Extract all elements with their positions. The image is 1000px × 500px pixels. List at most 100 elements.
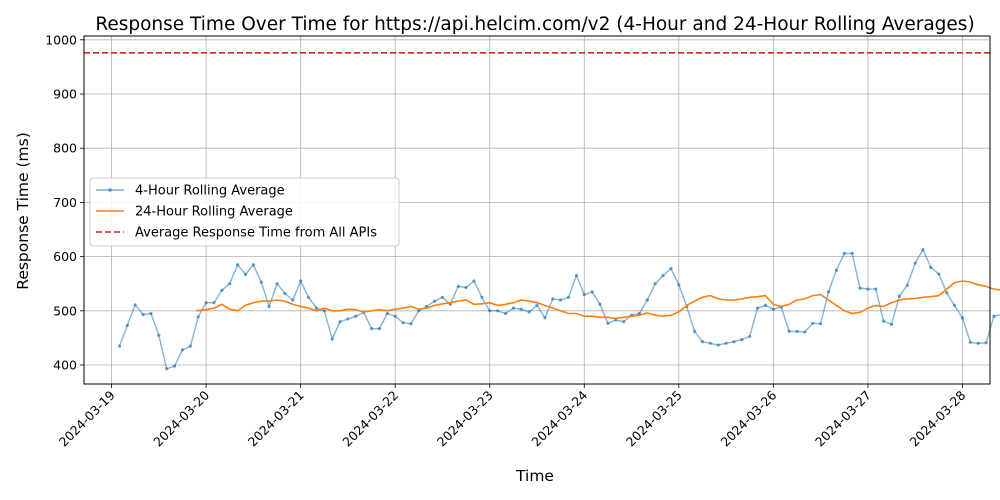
- series-4-hour-point: [220, 288, 224, 292]
- series-4-hour-point: [212, 301, 216, 305]
- series-4-hour-point: [401, 321, 405, 325]
- series-4-hour-point: [614, 318, 618, 322]
- series-4-hour-point: [464, 285, 468, 290]
- series-4-hour-point: [283, 291, 287, 296]
- legend-label: Average Response Time from All APIs: [135, 226, 377, 241]
- series-4-hour-point: [921, 248, 925, 252]
- y-axis: 400 500 600 700 800 900 1000: [45, 32, 84, 373]
- series-4-hour-point: [551, 297, 555, 301]
- series-4-hour-point: [850, 251, 854, 255]
- series-4-hour-point: [472, 279, 476, 283]
- series-4-hour-point: [787, 329, 791, 333]
- series-4-hour-point: [409, 322, 413, 326]
- x-axis: 2024-03-19 2024-03-20 2024-03-21 2024-03-22…: [56, 384, 969, 449]
- series-4-hour-point: [960, 316, 965, 320]
- x-tick-label: 2024-03-26: [717, 387, 779, 449]
- series-4-hour-point: [228, 282, 232, 286]
- series-4-hour-point: [874, 287, 878, 291]
- series-4-hour-point: [574, 274, 579, 278]
- series-4-hour-point: [377, 327, 381, 331]
- legend-marker-4-hour: [108, 188, 112, 192]
- series-4-hour-point: [503, 311, 508, 316]
- series-4-hour-point: [756, 306, 760, 310]
- series-4-hour-point: [937, 272, 941, 276]
- series-4-hour-point: [795, 329, 799, 333]
- series-4-hour-point: [929, 265, 933, 270]
- series-4-hour-point: [417, 309, 421, 313]
- series-4-hour-point: [165, 367, 169, 371]
- series-4-hour-point: [716, 343, 720, 347]
- series-4-hour-point: [740, 338, 744, 342]
- series-4-hour-point: [826, 290, 831, 294]
- x-tick-label: 2024-03-19: [56, 387, 118, 449]
- series-4-hour-point: [117, 344, 122, 348]
- series-4-hour-point: [267, 304, 271, 309]
- series-4-hour-point: [952, 303, 957, 307]
- series-4-hour-point: [141, 313, 145, 317]
- series-4-hour-point: [385, 311, 389, 316]
- series-4-hour-point: [819, 322, 823, 326]
- series-4-hour-point: [196, 315, 200, 319]
- y-tick-label: 600: [53, 249, 77, 264]
- series-4-hour-point: [440, 295, 445, 299]
- grid: [84, 36, 990, 384]
- x-axis-title: Time: [515, 467, 554, 485]
- series-4-hour-point: [976, 341, 980, 345]
- y-tick-label: 700: [53, 195, 77, 210]
- series-4-hour-point: [992, 314, 996, 318]
- series-4-hour-point: [243, 272, 248, 277]
- series-4-hour-point: [834, 268, 839, 272]
- series-4-hour-point: [708, 341, 712, 345]
- series-4-hour-point: [763, 303, 768, 307]
- series-4-hour-point: [259, 280, 263, 284]
- axes-frame: [83, 35, 991, 385]
- series-4-hour-point: [559, 298, 563, 302]
- series-4-hour-point: [945, 291, 949, 295]
- series-4-hour-point: [330, 337, 334, 341]
- series-4-hour-point: [645, 298, 649, 302]
- y-axis-title: Response Time (ms): [14, 132, 32, 290]
- series-4-hour-point: [133, 303, 137, 307]
- series-4-hour-point: [858, 286, 862, 290]
- x-tick-label: 2024-03-22: [339, 388, 401, 450]
- legend: 4-Hour Rolling Average 24-Hour Rolling Av…: [89, 177, 400, 247]
- series-4-hour-point: [748, 334, 752, 338]
- series-4-hour-point: [700, 340, 705, 344]
- series-4-hour-point: [842, 251, 846, 255]
- series-4-hour-point: [456, 284, 460, 288]
- series-4-hour-point: [527, 310, 531, 314]
- chart-title: Response Time Over Time for https://api.…: [95, 14, 974, 35]
- series-4-hour-point: [566, 295, 571, 299]
- series-4-hour-point: [354, 314, 358, 318]
- series-4-hour-point: [314, 306, 318, 310]
- plot-area: [84, 52, 1000, 371]
- legend-label: 4-Hour Rolling Average: [135, 184, 285, 199]
- series-4-hour-point: [968, 340, 972, 344]
- series-4-hour-point: [811, 321, 815, 325]
- x-tick-label: 2024-03-20: [150, 387, 212, 449]
- legend-box: [89, 177, 400, 247]
- series-4-hour-point: [803, 330, 807, 334]
- series-4-hour-point: [693, 329, 697, 333]
- y-tick-label: 400: [53, 358, 77, 373]
- series-4-hour-point: [606, 321, 610, 325]
- series-4-hour-point: [622, 320, 626, 324]
- y-tick-label: 1000: [45, 32, 77, 47]
- series-4-hour-point: [882, 319, 886, 323]
- y-tick-label: 800: [53, 141, 77, 156]
- series-4-hour-point: [306, 295, 311, 299]
- series-4-hour-point: [653, 282, 657, 286]
- series-4-hour-point: [204, 301, 208, 305]
- x-tick-label: 2024-03-23: [434, 388, 496, 450]
- series-4-hour-point: [519, 307, 523, 311]
- series-4-hour-point: [480, 295, 484, 299]
- series-4-hour-point: [338, 320, 342, 324]
- series-4-hour-point: [897, 294, 902, 298]
- series-4-hour-point: [984, 341, 988, 345]
- series-4-hour-point: [125, 323, 129, 328]
- series-4-hour-point: [149, 311, 153, 316]
- series-4-hour-point: [393, 314, 397, 318]
- series-24-hour-line: [196, 280, 1000, 320]
- x-tick-label: 2024-03-21: [245, 388, 307, 450]
